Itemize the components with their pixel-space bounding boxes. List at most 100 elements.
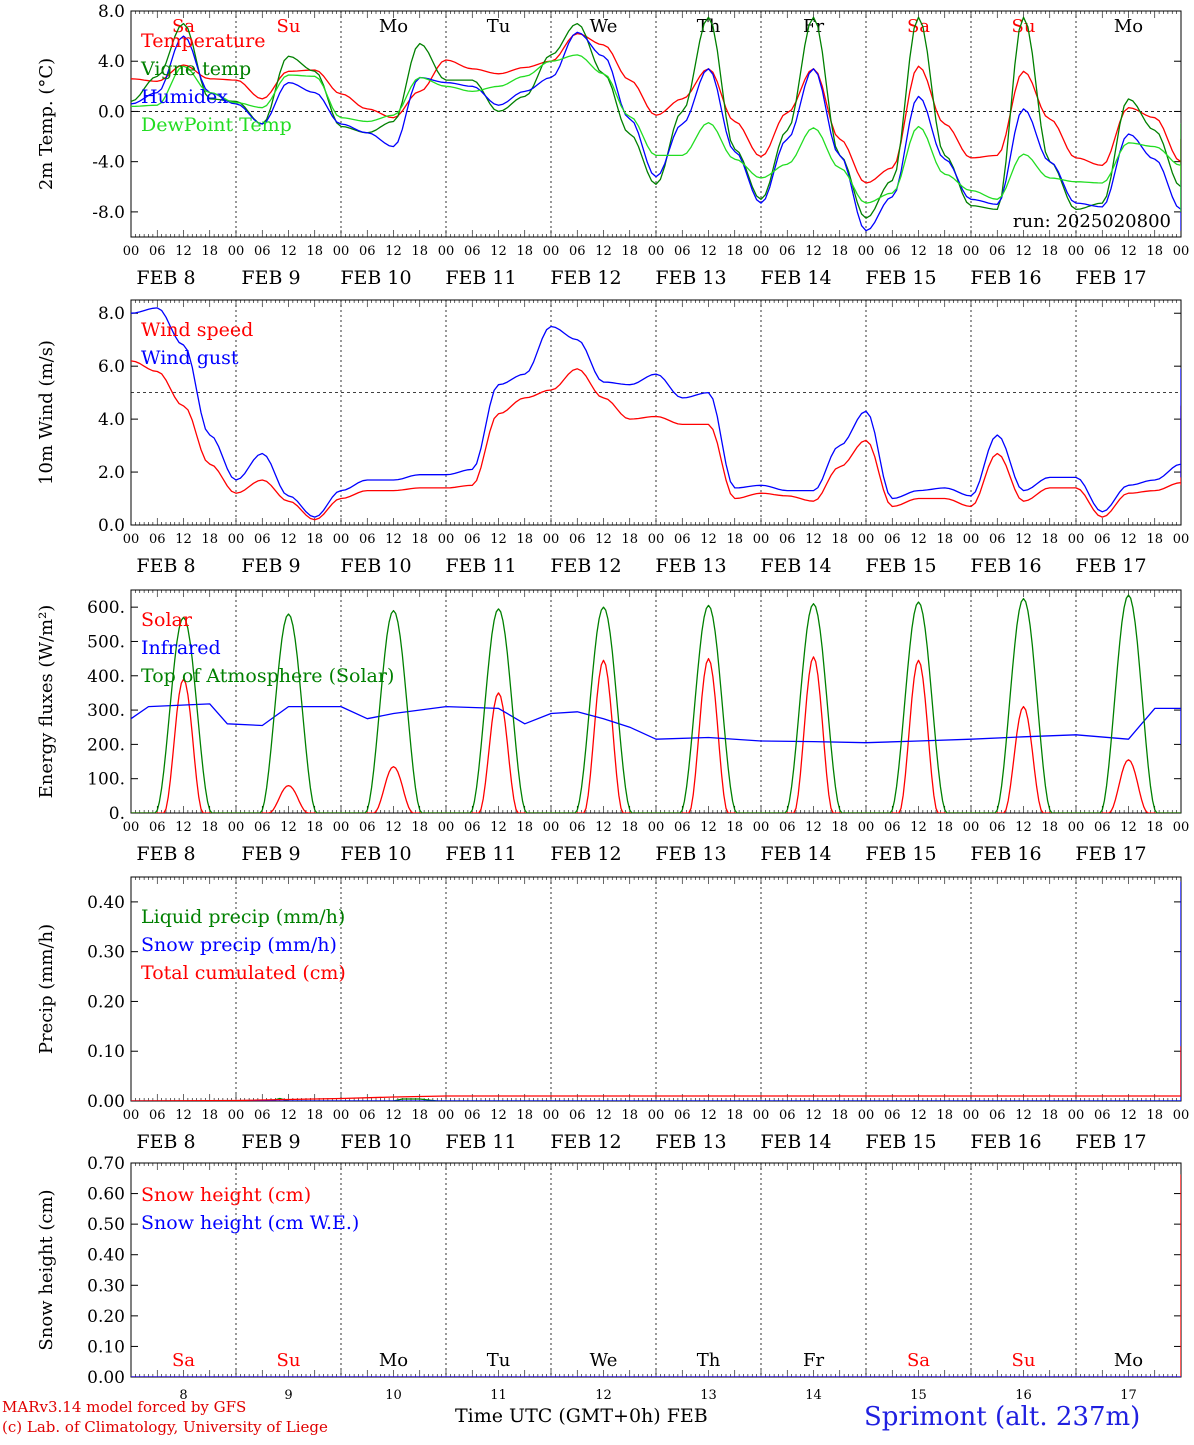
date-label: FEB 16 (970, 843, 1041, 865)
date-label: FEB 15 (865, 267, 936, 289)
hour-tick-label: 12 (175, 244, 192, 259)
hour-tick-label: 06 (884, 1108, 901, 1123)
hour-tick-label: 12 (175, 1108, 192, 1123)
hour-tick-label: 06 (359, 244, 376, 259)
y-tick-label: -8.0 (92, 203, 125, 223)
hour-tick-label: 18 (936, 820, 953, 835)
date-label: FEB 8 (136, 267, 195, 289)
date-label: FEB 15 (865, 1131, 936, 1153)
y-tick-label: 0.20 (87, 992, 125, 1012)
hour-tick-label: 06 (989, 1108, 1006, 1123)
run-label: run: 2025020800 (1013, 211, 1171, 232)
y-tick-label: 0.40 (87, 893, 125, 913)
y-tick-label: 300. (87, 701, 125, 721)
date-label: FEB 11 (445, 555, 516, 577)
hour-tick-label: 00 (438, 532, 455, 547)
hour-tick-label: 06 (674, 1108, 691, 1123)
hour-tick-label: 00 (333, 1108, 350, 1123)
hour-tick-label: 18 (516, 1108, 533, 1123)
hour-tick-label: 00 (1068, 1108, 1085, 1123)
y-axis-title: Precip (mm/h) (36, 924, 57, 1054)
date-label: FEB 13 (655, 267, 726, 289)
hour-tick-label: 06 (254, 244, 271, 259)
hour-tick-label: 18 (936, 532, 953, 547)
hour-tick-label: 06 (254, 1108, 271, 1123)
day-name-label: Th (697, 16, 721, 37)
hour-tick-label: 06 (569, 1108, 586, 1123)
hour-tick-label: 06 (464, 1108, 481, 1123)
hour-tick-label: 12 (280, 244, 297, 259)
hour-tick-label: 06 (1094, 244, 1111, 259)
hour-tick-label: 18 (411, 1108, 428, 1123)
hour-tick-label: 06 (464, 820, 481, 835)
y-tick-label: 400. (87, 667, 125, 687)
hour-tick-label: 00 (648, 532, 665, 547)
hour-tick-label: 12 (805, 244, 822, 259)
hour-tick-label: 18 (831, 532, 848, 547)
hour-tick-label: 00 (1068, 820, 1085, 835)
series-group (131, 881, 1181, 1101)
hour-tick-label: 06 (149, 1108, 166, 1123)
y-tick-label: 2.0 (98, 463, 125, 483)
legend-entry: Liquid precip (mm/h) (141, 906, 345, 928)
series-group (131, 16, 1181, 232)
date-label: FEB 12 (550, 1131, 621, 1153)
legend-entry: Top of Atmosphere (Solar) (141, 665, 394, 687)
hour-tick-label: 06 (884, 244, 901, 259)
hour-tick-label: 12 (175, 532, 192, 547)
day-number-label: 13 (700, 1388, 717, 1403)
day-number-label: 8 (179, 1388, 187, 1403)
date-label: FEB 10 (340, 267, 411, 289)
date-label: FEB 12 (550, 555, 621, 577)
y-axis-title: Snow height (cm) (36, 1189, 57, 1350)
y-tick-label: 0.60 (87, 1185, 125, 1205)
day-name-label: Sa (172, 1350, 195, 1371)
y-tick-label: 600. (87, 598, 125, 618)
hour-tick-label: 00 (543, 244, 560, 259)
hour-tick-label: 06 (674, 532, 691, 547)
hour-tick-label: 18 (1041, 244, 1058, 259)
y-tick-label: 6.0 (98, 357, 125, 377)
series-line (131, 594, 1181, 813)
hour-tick-label: 12 (1015, 820, 1032, 835)
y-tick-label: 0.40 (87, 1246, 125, 1266)
date-label: FEB 9 (241, 843, 300, 865)
panel-1: 8.0 4.0 0.0 -4.0 -8.0 2m Temp. (°C) Sa Su Mo Tu We… (36, 2, 1189, 289)
date-label: FEB 12 (550, 267, 621, 289)
legend-entry: Vigne temp (140, 58, 251, 80)
y-tick-label: 0.30 (87, 1276, 125, 1296)
y-tick-label: 0.30 (87, 943, 125, 963)
day-number-label: 14 (805, 1388, 822, 1403)
hour-tick-label: 12 (490, 532, 507, 547)
date-label: FEB 17 (1075, 267, 1146, 289)
hour-tick-label: 18 (201, 1108, 218, 1123)
panel-3: 0. 100. 200. 300. 400. 500. 600. Energy fluxes … (36, 589, 1189, 865)
hour-tick-label: 12 (595, 1108, 612, 1123)
hour-tick-label: 00 (648, 244, 665, 259)
hour-tick-label: 06 (1094, 820, 1111, 835)
date-label: FEB 12 (550, 843, 621, 865)
hour-tick-label: 12 (805, 532, 822, 547)
date-label: FEB 15 (865, 843, 936, 865)
legend-entry: Snow precip (mm/h) (141, 934, 337, 956)
date-label: FEB 11 (445, 1131, 516, 1153)
hour-tick-label: 00 (753, 1108, 770, 1123)
hour-tick-label: 06 (779, 244, 796, 259)
day-name-label: Su (1012, 16, 1036, 37)
hour-tick-label: 18 (831, 244, 848, 259)
hour-tick-label: 00 (228, 1108, 245, 1123)
hour-tick-label: 06 (254, 820, 271, 835)
day-number-label: 12 (595, 1388, 612, 1403)
hour-tick-label: 00 (963, 244, 980, 259)
hour-tick-label: 00 (228, 532, 245, 547)
panel-5: 0.00 0.10 0.20 0.30 0.40 0.50 0.60 0.70 Snow hei… (36, 1154, 1182, 1403)
hour-tick-label: 00 (753, 532, 770, 547)
hour-tick-label: 00 (963, 532, 980, 547)
hour-tick-label: 12 (1120, 244, 1137, 259)
hour-tick-label: 00 (1173, 532, 1190, 547)
hour-tick-label: 06 (674, 820, 691, 835)
date-label: FEB 15 (865, 555, 936, 577)
